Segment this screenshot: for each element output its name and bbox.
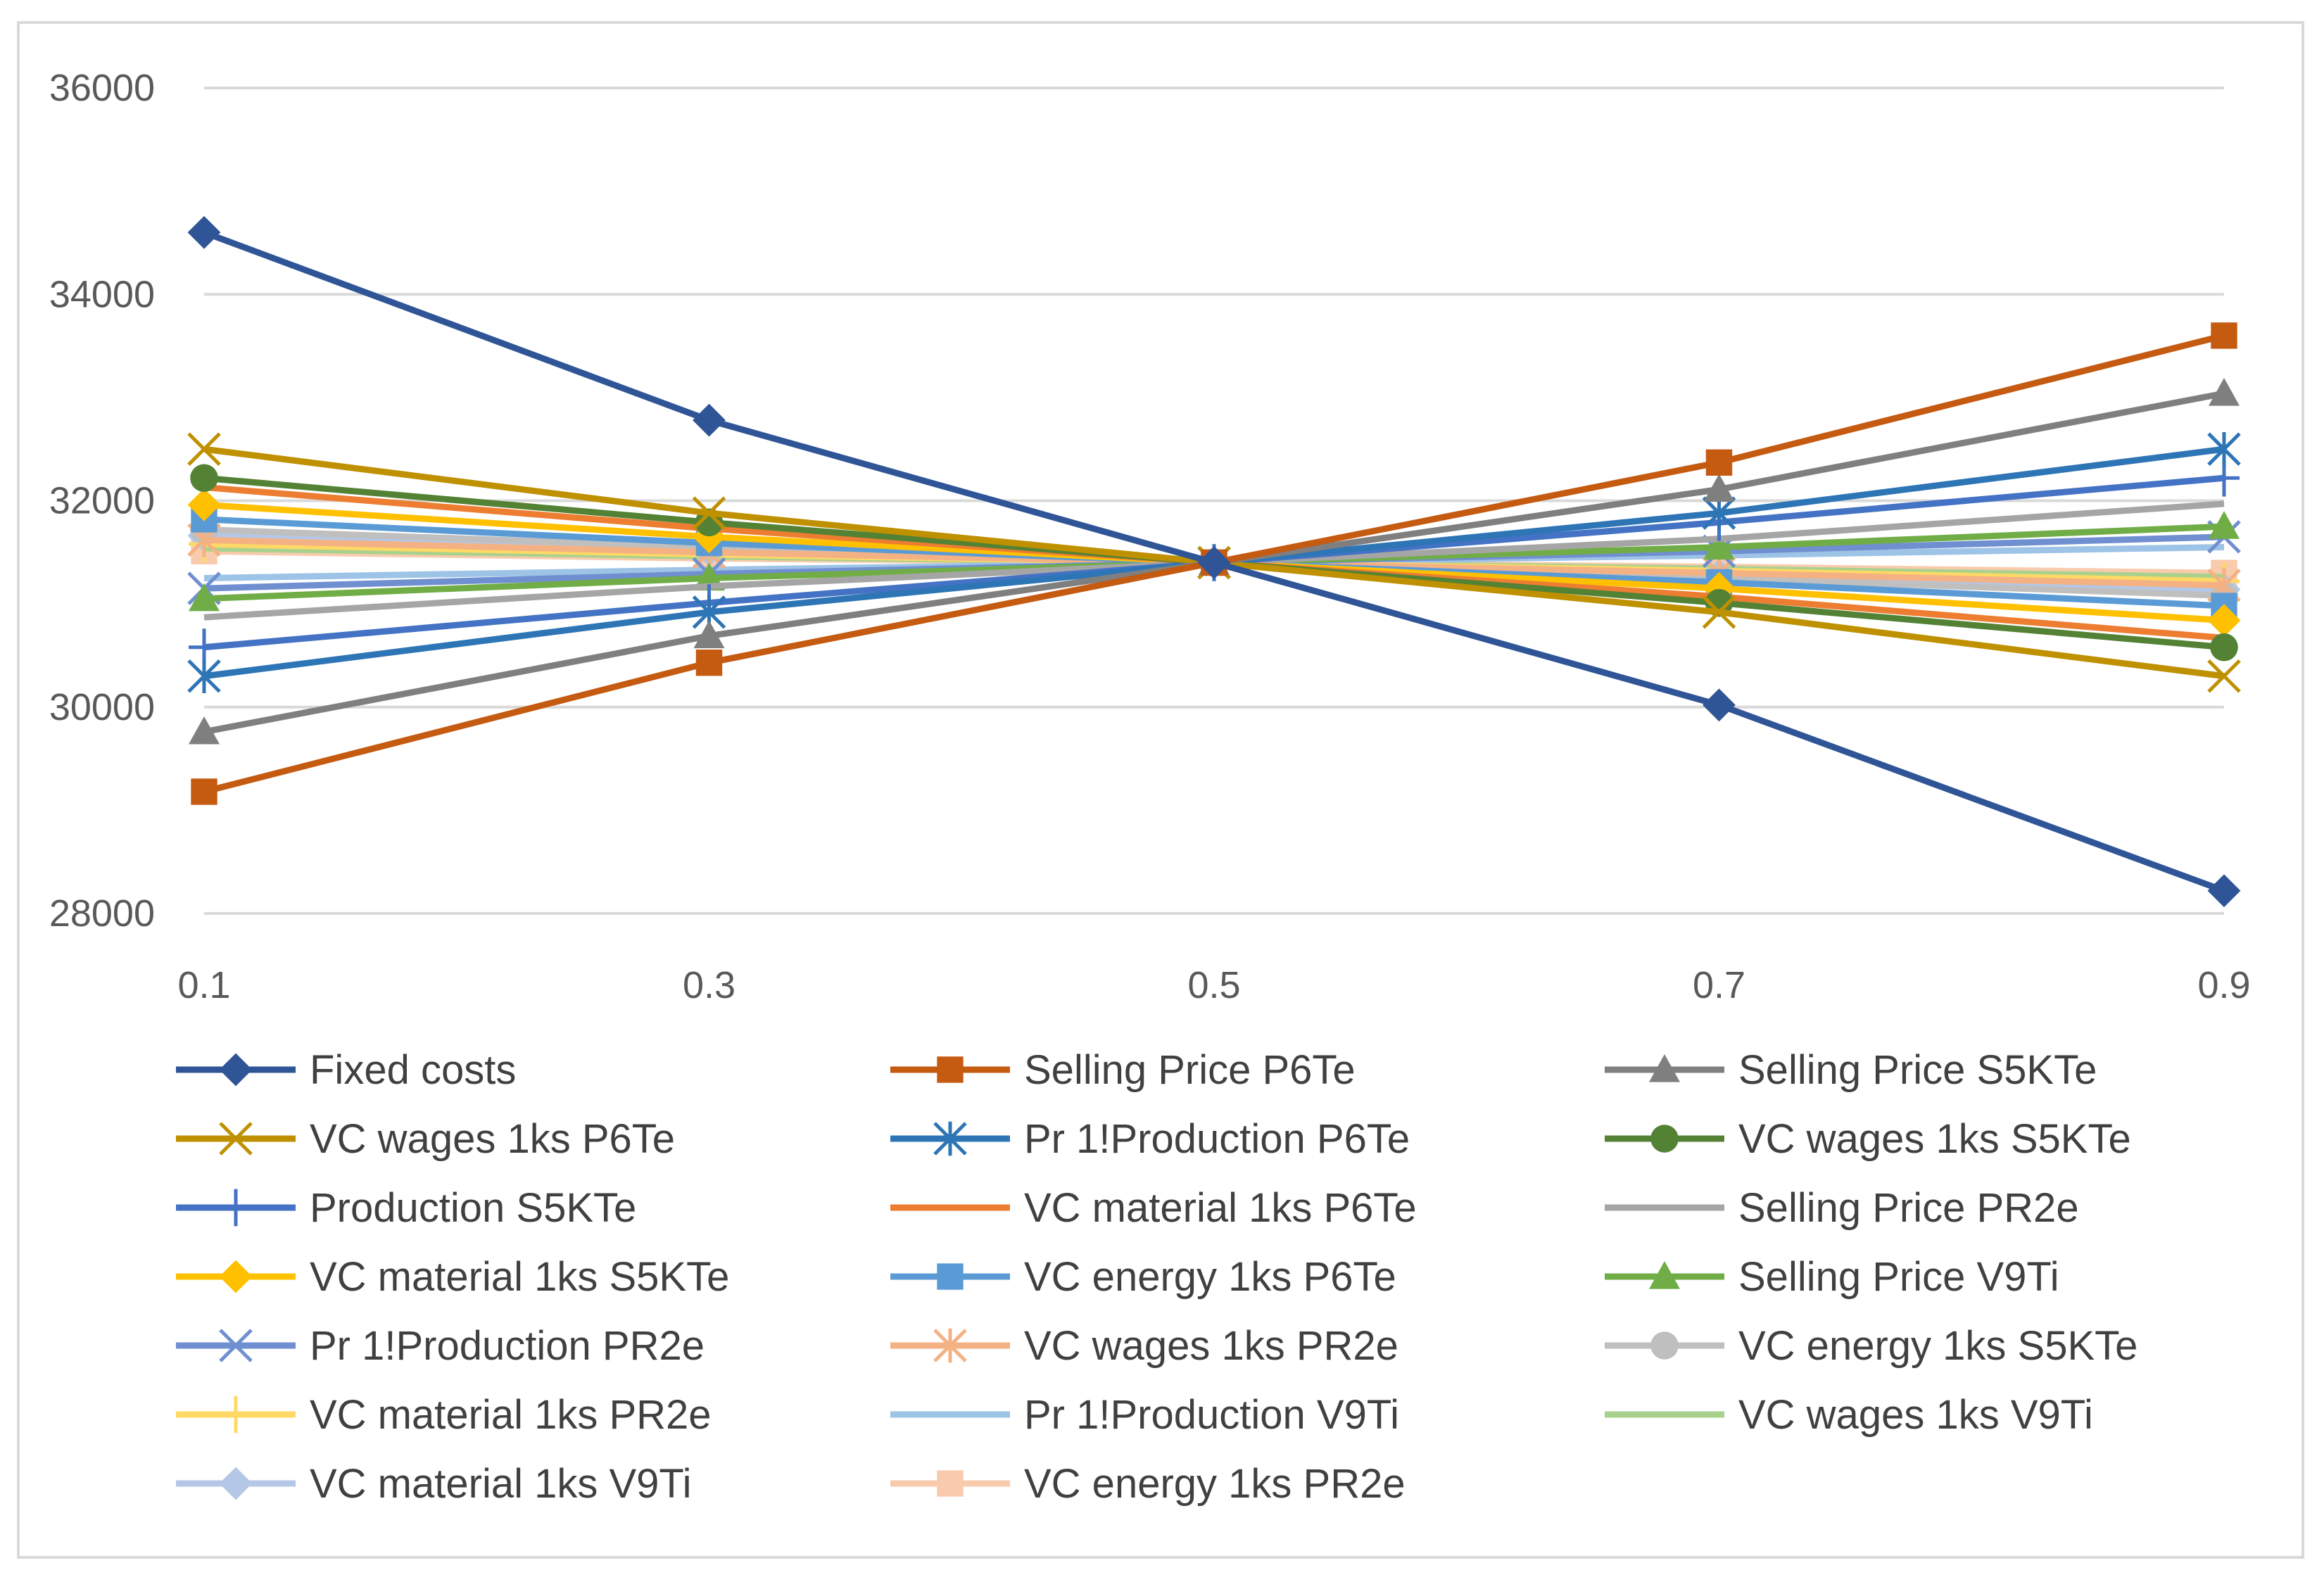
data-point: [219, 1122, 253, 1156]
legend-label: VC energy 1ks PR2e: [1024, 1461, 1406, 1507]
data-point: [219, 1260, 253, 1293]
data-point: [219, 1329, 253, 1362]
legend-label: VC wages 1ks S5KTe: [1738, 1116, 2131, 1162]
data-point: [937, 1056, 964, 1083]
data-point: [189, 716, 220, 745]
legend: Fixed costs Selling Price P6Te Selling Pri…: [176, 1047, 2137, 1507]
data-point: [187, 432, 221, 466]
y-tick-label: 30000: [49, 686, 155, 728]
data-point: [2207, 431, 2241, 467]
legend-item: VC material 1ks V9Ti: [176, 1461, 692, 1507]
data-point: [933, 1121, 967, 1156]
data-point: [187, 215, 221, 249]
legend-item: VC wages 1ks S5KTe: [1605, 1116, 2131, 1162]
data-point: [1702, 595, 1736, 629]
data-point: [1703, 474, 1735, 502]
data-point: [1705, 449, 1733, 476]
legend-item: VC material 1ks PR2e: [176, 1392, 712, 1438]
data-point: [220, 1189, 251, 1227]
y-axis-ticks: 28000 30000 32000 34000 36000: [49, 67, 155, 935]
legend-item: Pr 1!Production P6Te: [890, 1116, 1410, 1162]
data-point: [2211, 322, 2237, 349]
data-point: [1650, 1125, 1679, 1153]
legend-label: Pr 1!Production V9Ti: [1024, 1392, 1399, 1438]
series-fixed-costs: [187, 215, 2241, 908]
legend-label: Production S5KTe: [310, 1185, 636, 1231]
chart-frame: [17, 21, 2304, 1559]
x-tick-label: 0.3: [683, 964, 735, 1006]
legend-label: Selling Price PR2e: [1738, 1185, 2079, 1231]
data-point: [1650, 1331, 1679, 1360]
legend-label: Selling Price S5KTe: [1738, 1047, 2097, 1093]
legend-item: VC energy 1ks P6Te: [890, 1254, 1396, 1300]
legend-item: Pr 1!Production PR2e: [176, 1323, 705, 1369]
legend-item: Fixed costs: [176, 1047, 516, 1093]
data-point: [189, 583, 220, 612]
data-point: [1649, 1054, 1680, 1082]
data-point: [937, 1470, 964, 1497]
legend-item: VC wages 1ks P6Te: [176, 1116, 675, 1162]
data-point: [2207, 659, 2241, 693]
data-point: [693, 620, 725, 649]
data-point: [937, 1263, 964, 1290]
legend-label: Fixed costs: [310, 1047, 516, 1093]
y-tick-label: 32000: [49, 480, 155, 522]
data-point: [191, 778, 217, 805]
data-point: [2210, 633, 2238, 662]
x-tick-label: 0.7: [1693, 964, 1745, 1006]
data-point: [1649, 1261, 1680, 1289]
data-point: [219, 1467, 253, 1500]
legend-item: VC energy 1ks PR2e: [890, 1461, 1406, 1507]
legend-item: Selling Price P6Te: [890, 1047, 1356, 1093]
gridlines: [204, 87, 2224, 915]
x-tick-label: 0.1: [177, 964, 230, 1006]
legend-label: VC wages 1ks V9Ti: [1738, 1392, 2093, 1438]
legend-label: VC material 1ks S5KTe: [310, 1254, 729, 1300]
legend-label: VC material 1ks P6Te: [1024, 1185, 1417, 1231]
data-point: [1197, 546, 1231, 579]
legend-item: Selling Price S5KTe: [1605, 1047, 2097, 1093]
data-point: [2209, 511, 2240, 539]
legend-item: VC wages 1ks V9Ti: [1605, 1392, 2093, 1438]
x-tick-label: 0.5: [1187, 964, 1240, 1006]
legend-label: VC material 1ks PR2e: [310, 1392, 712, 1438]
y-tick-label: 36000: [49, 67, 155, 109]
legend-item: Production S5KTe: [176, 1185, 636, 1231]
data-point: [695, 650, 723, 676]
legend-label: VC material 1ks V9Ti: [310, 1461, 692, 1507]
legend-label: Pr 1!Production PR2e: [310, 1323, 705, 1369]
legend-item: Pr 1!Production V9Ti: [890, 1392, 1399, 1438]
legend-label: VC energy 1ks S5KTe: [1738, 1323, 2137, 1369]
x-axis-ticks: 0.1 0.3 0.5 0.7 0.9: [177, 964, 2250, 1006]
legend-label: VC wages 1ks PR2e: [1024, 1323, 1398, 1369]
legend-label: VC energy 1ks P6Te: [1024, 1254, 1396, 1300]
legend-label: Selling Price V9Ti: [1738, 1254, 2059, 1300]
legend-item: VC energy 1ks S5KTe: [1605, 1323, 2137, 1369]
x-tick-label: 0.9: [2197, 964, 2250, 1006]
data-point: [1703, 531, 1735, 560]
legend-item: VC material 1ks S5KTe: [176, 1254, 729, 1300]
data-point: [220, 1396, 251, 1434]
legend-item: Selling Price PR2e: [1605, 1185, 2079, 1231]
data-point: [933, 1328, 967, 1363]
data-point: [187, 659, 221, 693]
data-point: [219, 1053, 253, 1087]
data-point: [2209, 378, 2240, 406]
legend-item: VC material 1ks P6Te: [890, 1185, 1417, 1231]
data-point: [692, 496, 726, 530]
legend-item: Selling Price V9Ti: [1605, 1254, 2059, 1300]
legend-label: Selling Price P6Te: [1024, 1047, 1356, 1093]
y-tick-label: 34000: [49, 273, 155, 315]
series-lines: [187, 215, 2241, 908]
data-point: [1703, 688, 1736, 722]
legend-label: Pr 1!Production P6Te: [1024, 1116, 1410, 1162]
data-point: [187, 488, 221, 521]
data-point: [693, 403, 726, 437]
data-point: [190, 464, 218, 493]
legend-label: VC wages 1ks P6Te: [310, 1116, 675, 1162]
y-tick-label: 28000: [49, 892, 155, 935]
data-point: [2207, 874, 2241, 908]
legend-item: VC wages 1ks PR2e: [890, 1323, 1398, 1369]
